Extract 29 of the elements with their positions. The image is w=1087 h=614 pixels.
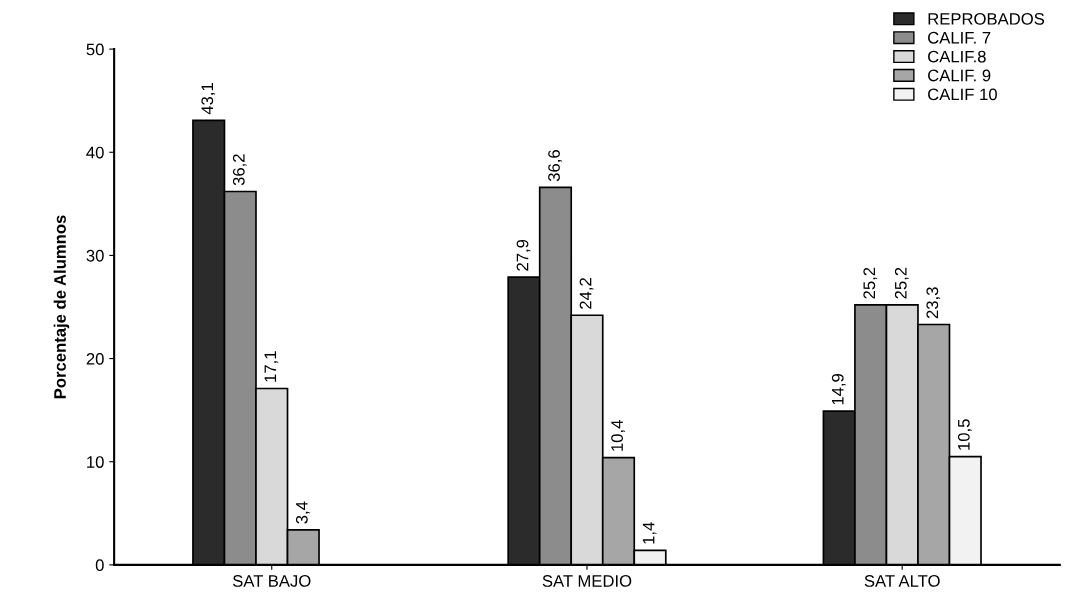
x-tick-label: SAT MEDIO bbox=[542, 575, 632, 587]
y-axis-title: Porcentaje de Alumnos bbox=[53, 215, 70, 399]
data-label: 27,9 bbox=[516, 239, 531, 271]
legend-label: CALIF. 9 bbox=[928, 69, 991, 82]
data-label: 14,9 bbox=[831, 373, 846, 405]
data-label: 36,6 bbox=[548, 150, 562, 182]
y-tick-label: 0 bbox=[95, 559, 104, 572]
legend-label: CALIF.8 bbox=[928, 50, 986, 63]
data-label: 24,2 bbox=[579, 278, 594, 309]
x-tick-label: SAT BAJO bbox=[232, 575, 311, 587]
data-label: 10,5 bbox=[957, 419, 972, 450]
data-label: 1,4 bbox=[642, 522, 657, 544]
y-tick-label: 10 bbox=[87, 456, 104, 468]
legend-label: REPROBADOS bbox=[928, 12, 1045, 25]
y-tick-label: 50 bbox=[86, 43, 104, 56]
legend-label: CALIF 10 bbox=[928, 88, 997, 101]
data-label: 17,1 bbox=[264, 351, 279, 382]
data-label: 25,2 bbox=[863, 267, 878, 299]
data-label: 3,4 bbox=[295, 501, 310, 524]
data-label: 25,2 bbox=[894, 267, 909, 299]
data-label: 36,2 bbox=[232, 154, 247, 186]
data-label: 43,1 bbox=[201, 83, 216, 115]
x-tick-label: SAT ALTO bbox=[864, 575, 940, 587]
data-label: 23,3 bbox=[926, 287, 941, 319]
y-tick-label: 20 bbox=[86, 352, 104, 365]
legend-label: CALIF. 7 bbox=[928, 31, 991, 44]
y-tick-label: 40 bbox=[86, 146, 104, 159]
y-tick-label: 30 bbox=[86, 249, 104, 262]
data-label: 10,4 bbox=[611, 420, 625, 451]
